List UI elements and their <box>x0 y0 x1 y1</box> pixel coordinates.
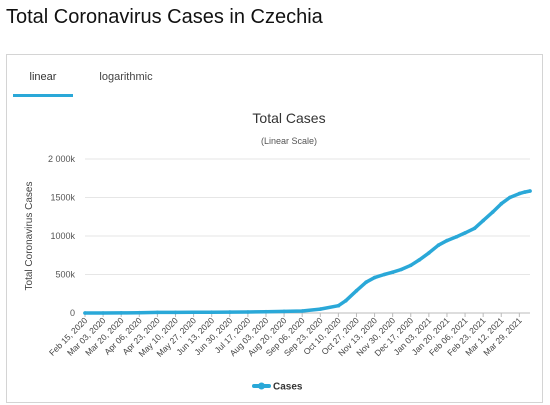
data-point <box>354 288 359 293</box>
data-point <box>83 311 87 315</box>
data-point <box>390 270 395 274</box>
chart-title: Total Cases <box>252 110 325 126</box>
y-tick-label: 1000k <box>50 231 75 241</box>
data-point <box>427 251 431 255</box>
data-point <box>517 191 522 196</box>
data-point <box>372 275 377 280</box>
data-point <box>463 231 467 235</box>
data-point <box>264 309 268 314</box>
chart-subtitle: (Linear Scale) <box>261 136 317 146</box>
y-tick-label: 2 000k <box>48 154 76 164</box>
chart-panel: linear logarithmic Total Cases (Linear S… <box>6 54 543 403</box>
data-point <box>472 226 477 231</box>
data-point <box>481 218 486 223</box>
y-tick-label: 500k <box>55 270 75 280</box>
data-point <box>318 307 323 311</box>
data-point <box>445 238 449 243</box>
data-point <box>364 280 368 284</box>
scale-tabs: linear logarithmic <box>13 63 533 97</box>
legend-label-cases[interactable]: Cases <box>273 382 303 393</box>
data-point <box>528 189 532 193</box>
legend-marker <box>258 382 265 390</box>
data-point <box>336 303 341 308</box>
series-layer <box>83 189 532 315</box>
page-title: Total Coronavirus Cases in Czechia <box>6 6 323 28</box>
data-point <box>228 310 232 314</box>
grid-lines <box>85 158 530 314</box>
data-point <box>300 309 305 313</box>
y-axis-label: Total Coronavirus Cases <box>24 182 35 291</box>
data-point <box>344 298 348 303</box>
data-point <box>101 311 105 315</box>
tab-linear[interactable]: linear <box>13 63 73 97</box>
data-point <box>436 243 441 247</box>
data-point <box>209 310 214 314</box>
y-tick-label: 0 <box>70 308 75 318</box>
data-point <box>382 272 387 277</box>
data-point <box>522 190 527 194</box>
data-point <box>173 310 178 315</box>
data-point <box>499 201 504 206</box>
data-point <box>119 311 123 315</box>
data-point <box>137 310 142 315</box>
data-point <box>191 310 196 315</box>
data-point <box>508 195 512 200</box>
series-line-cases <box>83 189 532 315</box>
chart-area: Total Cases (Linear Scale) Total Coronav… <box>24 110 532 393</box>
data-point <box>246 310 250 314</box>
y-tick-label: 1500k <box>50 193 75 203</box>
legend[interactable]: Cases <box>252 382 303 393</box>
y-axis-ticks: 0 500k 1000k 1500k 2 000k <box>48 154 76 318</box>
data-point <box>409 263 413 268</box>
data-point <box>490 210 495 214</box>
tab-logarithmic[interactable]: logarithmic <box>99 71 153 83</box>
data-point <box>417 258 422 262</box>
data-point <box>155 310 160 315</box>
data-point <box>454 235 459 239</box>
data-point <box>282 309 286 314</box>
data-point <box>399 267 404 272</box>
